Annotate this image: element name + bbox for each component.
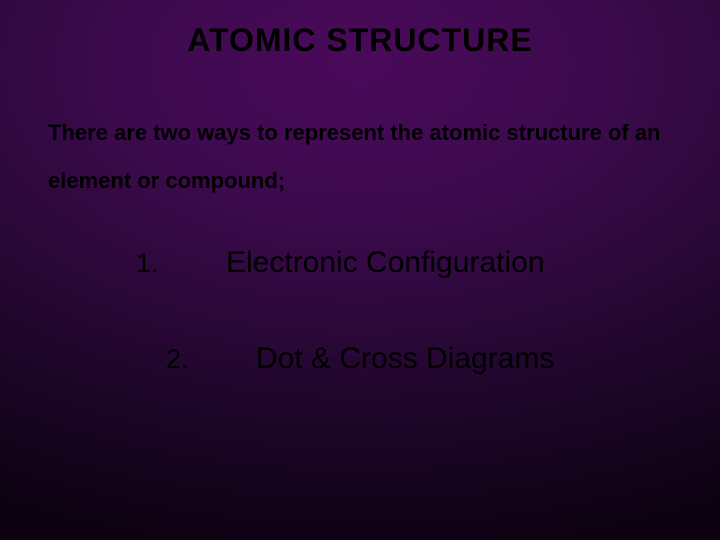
item-text: Dot & Cross Diagrams — [256, 342, 554, 376]
intro-text: There are two ways to represent the atom… — [48, 109, 672, 206]
item-text: Electronic Configuration — [226, 246, 545, 280]
list-item: 1. Electronic Configuration — [48, 246, 672, 280]
item-number: 2. — [166, 344, 256, 375]
slide-title: ATOMIC STRUCTURE — [48, 22, 672, 59]
item-number: 1. — [136, 248, 226, 279]
list-item: 2. Dot & Cross Diagrams — [48, 342, 672, 376]
slide: ATOMIC STRUCTURE There are two ways to r… — [0, 0, 720, 540]
